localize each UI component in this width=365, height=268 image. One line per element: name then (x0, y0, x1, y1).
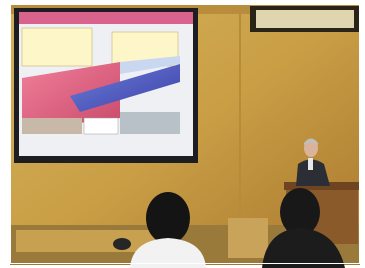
panel-light (256, 10, 354, 28)
slide-photo (120, 112, 180, 134)
slide-photo (22, 118, 82, 134)
audience-head (146, 192, 190, 244)
slide-legend (84, 118, 118, 134)
slide-title-bar (19, 12, 193, 24)
chair (228, 218, 268, 258)
slide-textbox (22, 28, 92, 66)
speaker-shirt (308, 158, 313, 170)
photo (0, 0, 365, 268)
camera (113, 238, 131, 250)
